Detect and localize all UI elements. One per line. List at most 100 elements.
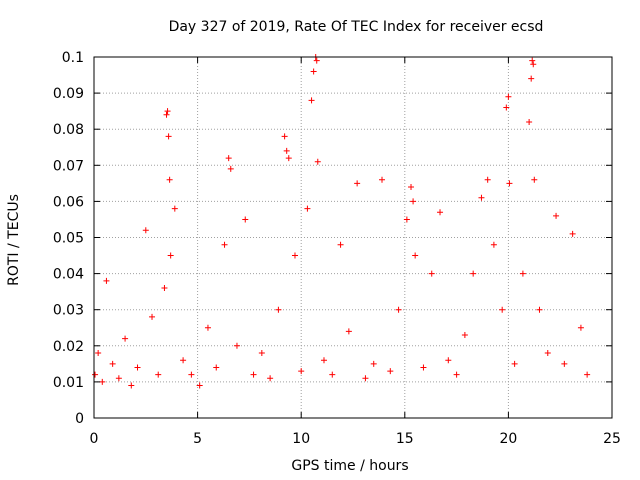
grid-lines xyxy=(94,57,612,418)
data-point xyxy=(553,212,560,219)
data-point xyxy=(283,147,290,154)
data-point xyxy=(428,270,435,277)
data-point xyxy=(528,75,535,82)
data-point xyxy=(511,360,518,367)
data-point xyxy=(506,180,513,187)
y-tick-label: 0.05 xyxy=(53,231,84,247)
data-point xyxy=(478,194,485,201)
data-point xyxy=(149,313,156,320)
data-point xyxy=(484,176,491,183)
data-point xyxy=(227,165,234,172)
data-point xyxy=(103,277,110,284)
data-point xyxy=(213,364,220,371)
data-point xyxy=(387,368,394,375)
data-point xyxy=(242,216,249,223)
data-point xyxy=(233,342,240,349)
data-point xyxy=(490,241,497,248)
data-point xyxy=(544,350,551,357)
data-point xyxy=(503,104,510,111)
data-point xyxy=(115,375,122,382)
data-point xyxy=(167,252,174,259)
y-tick-label: 0.07 xyxy=(53,158,84,174)
data-point xyxy=(99,378,106,385)
data-point xyxy=(470,270,477,277)
x-tick-label: 25 xyxy=(603,431,621,447)
y-tick-label: 0.06 xyxy=(53,194,84,210)
data-point xyxy=(109,360,116,367)
data-point xyxy=(420,364,427,371)
data-point xyxy=(584,371,591,378)
data-point xyxy=(196,382,203,389)
x-tick-label: 10 xyxy=(292,431,310,447)
y-tick-label: 0.09 xyxy=(53,86,84,102)
data-point xyxy=(258,350,265,357)
data-point xyxy=(408,183,415,190)
data-point xyxy=(298,368,305,375)
y-axis-label: ROTI / TECUs xyxy=(6,194,22,286)
data-point xyxy=(403,216,410,223)
x-tick-label: 5 xyxy=(193,431,202,447)
data-point xyxy=(561,360,568,367)
data-point xyxy=(379,176,386,183)
data-point xyxy=(530,61,537,68)
data-point xyxy=(161,285,168,292)
data-point xyxy=(519,270,526,277)
axis-ticks xyxy=(93,56,613,419)
data-point xyxy=(142,227,149,234)
data-point xyxy=(275,306,282,313)
data-point xyxy=(310,68,317,75)
data-point xyxy=(180,357,187,364)
data-point xyxy=(285,155,292,162)
data-point xyxy=(526,118,533,125)
data-point xyxy=(499,306,506,313)
data-point xyxy=(453,371,460,378)
data-point xyxy=(291,252,298,259)
data-point xyxy=(281,133,288,140)
y-tick-label: 0 xyxy=(75,411,84,427)
data-point xyxy=(410,198,417,205)
data-point xyxy=(529,57,536,64)
data-point xyxy=(362,375,369,382)
data-points xyxy=(92,54,591,389)
data-point xyxy=(536,306,543,313)
data-point xyxy=(155,371,162,378)
data-point xyxy=(134,364,141,371)
data-point xyxy=(505,93,512,100)
data-point xyxy=(345,328,352,335)
y-tick-labels: 0 0.01 0.02 0.03 0.04 0.05 0.06 0.07 0.08 0.09 0.1 xyxy=(53,50,84,427)
data-point xyxy=(308,97,315,104)
data-point xyxy=(320,357,327,364)
y-tick-label: 0.08 xyxy=(53,122,84,138)
data-point xyxy=(577,324,584,331)
data-point xyxy=(204,324,211,331)
data-point xyxy=(437,209,444,216)
chart-title: Day 327 of 2019, Rate Of TEC Index for r… xyxy=(169,19,544,35)
x-tick-label: 20 xyxy=(499,431,517,447)
data-point xyxy=(164,108,171,115)
data-point xyxy=(188,371,195,378)
y-tick-label: 0.02 xyxy=(53,339,84,355)
data-point xyxy=(95,350,102,357)
y-tick-label: 0.04 xyxy=(53,267,84,283)
data-point xyxy=(370,360,377,367)
data-point xyxy=(329,371,336,378)
data-point xyxy=(314,158,321,165)
data-point xyxy=(337,241,344,248)
data-point xyxy=(461,331,468,338)
data-point xyxy=(531,176,538,183)
data-point xyxy=(122,335,129,342)
x-axis-label: GPS time / hours xyxy=(291,458,408,474)
data-point xyxy=(304,205,311,212)
data-point xyxy=(313,57,320,64)
data-point xyxy=(250,371,257,378)
data-point xyxy=(267,375,274,382)
data-point xyxy=(569,230,576,237)
data-point xyxy=(163,111,170,118)
y-tick-label: 0.1 xyxy=(62,50,84,66)
data-point xyxy=(221,241,228,248)
data-point xyxy=(225,155,232,162)
x-tick-label: 0 xyxy=(90,431,99,447)
data-point xyxy=(395,306,402,313)
data-point xyxy=(128,382,135,389)
